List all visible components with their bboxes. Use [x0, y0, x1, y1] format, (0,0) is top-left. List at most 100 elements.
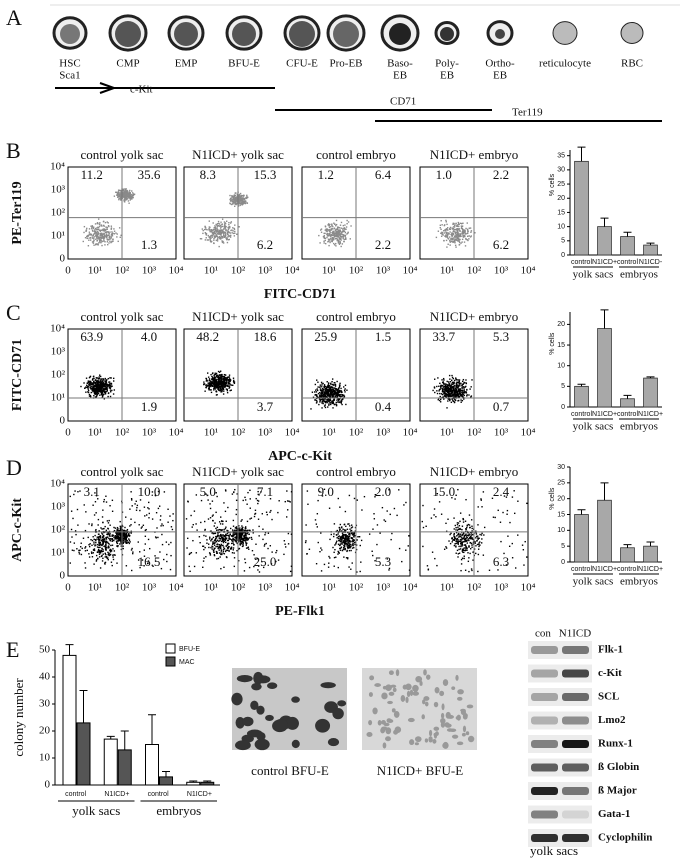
event-dot — [450, 389, 451, 390]
event-dot — [106, 537, 107, 538]
quadrant-value: 15.3 — [254, 167, 277, 182]
event-dot — [207, 239, 208, 240]
event-dot — [95, 243, 96, 244]
event-dot — [99, 547, 100, 548]
event-dot — [214, 225, 215, 226]
event-dot — [170, 569, 171, 570]
event-dot — [443, 381, 444, 382]
x-tick-label: 10³ — [258, 427, 273, 439]
event-dot — [101, 378, 102, 379]
event-dot — [340, 236, 341, 237]
event-dot — [99, 556, 100, 557]
event-dot — [469, 228, 470, 229]
event-dot — [217, 540, 218, 541]
event-dot — [447, 394, 448, 395]
event-dot — [442, 391, 443, 392]
event-dot — [220, 227, 221, 228]
event-dot — [117, 195, 118, 196]
event-dot — [227, 242, 228, 243]
event-dot — [208, 228, 209, 229]
event-dot — [359, 571, 360, 572]
event-dot — [102, 384, 103, 385]
event-dot — [221, 544, 222, 545]
event-dot — [105, 547, 106, 548]
event-dot — [100, 376, 101, 377]
event-dot — [222, 223, 223, 224]
event-dot — [110, 549, 111, 550]
event-dot — [436, 390, 437, 391]
event-dot — [219, 537, 220, 538]
event-dot — [254, 516, 255, 517]
event-dot — [453, 241, 454, 242]
event-dot — [206, 378, 207, 379]
event-dot — [213, 552, 214, 553]
event-dot — [339, 383, 340, 384]
event-dot — [221, 240, 222, 241]
event-dot — [231, 229, 232, 230]
event-dot — [456, 383, 457, 384]
event-dot — [340, 230, 341, 231]
event-dot — [141, 526, 142, 527]
event-dot — [338, 233, 339, 234]
event-dot — [104, 235, 105, 236]
event-dot — [131, 190, 132, 191]
event-dot — [232, 385, 233, 386]
event-dot — [346, 226, 347, 227]
event-dot — [131, 570, 132, 571]
event-dot — [341, 222, 342, 223]
event-dot — [102, 560, 103, 561]
event-dot — [221, 380, 222, 381]
event-dot — [458, 386, 459, 387]
event-dot — [227, 389, 228, 390]
event-dot — [340, 246, 341, 247]
event-dot — [97, 229, 98, 230]
event-dot — [99, 230, 100, 231]
bar — [621, 399, 635, 407]
event-dot — [334, 549, 335, 550]
event-dot — [455, 245, 456, 246]
x-axis-label: PE-Flk1 — [275, 604, 325, 619]
y-axis-label: % cells — [549, 173, 556, 196]
plot-title: N1ICD+ yolk sac — [192, 309, 284, 324]
event-dot — [328, 224, 329, 225]
event-dot — [212, 379, 213, 380]
event-dot — [228, 376, 229, 377]
event-dot — [103, 542, 104, 543]
event-dot — [203, 535, 204, 536]
event-dot — [209, 226, 210, 227]
event-dot — [96, 555, 97, 556]
event-dot — [447, 233, 448, 234]
event-dot — [327, 241, 328, 242]
event-dot — [452, 400, 453, 401]
event-dot — [110, 396, 111, 397]
event-dot — [327, 386, 328, 387]
event-dot — [462, 387, 463, 388]
event-dot — [231, 539, 232, 540]
event-dot — [323, 396, 324, 397]
event-dot — [329, 227, 330, 228]
event-dot — [390, 514, 391, 515]
event-dot — [233, 492, 234, 493]
event-dot — [221, 236, 222, 237]
quadrant-value: 3.7 — [257, 399, 274, 414]
event-dot — [339, 384, 340, 385]
event-dot — [95, 239, 96, 240]
event-dot — [217, 384, 218, 385]
x-tick-label: 10⁴ — [169, 582, 184, 594]
event-dot — [102, 237, 103, 238]
event-dot — [390, 539, 391, 540]
event-dot — [137, 505, 138, 506]
event-dot — [231, 221, 232, 222]
event-dot — [458, 382, 459, 383]
x-tick-label: 10⁴ — [285, 427, 300, 439]
event-dot — [285, 501, 286, 502]
event-dot — [208, 376, 209, 377]
panel-letter: A — [6, 5, 22, 30]
event-dot — [85, 230, 86, 231]
event-dot — [102, 533, 103, 534]
event-dot — [330, 231, 331, 232]
event-dot — [109, 505, 110, 506]
event-dot — [105, 542, 106, 543]
event-dot — [459, 231, 460, 232]
event-dot — [324, 387, 325, 388]
